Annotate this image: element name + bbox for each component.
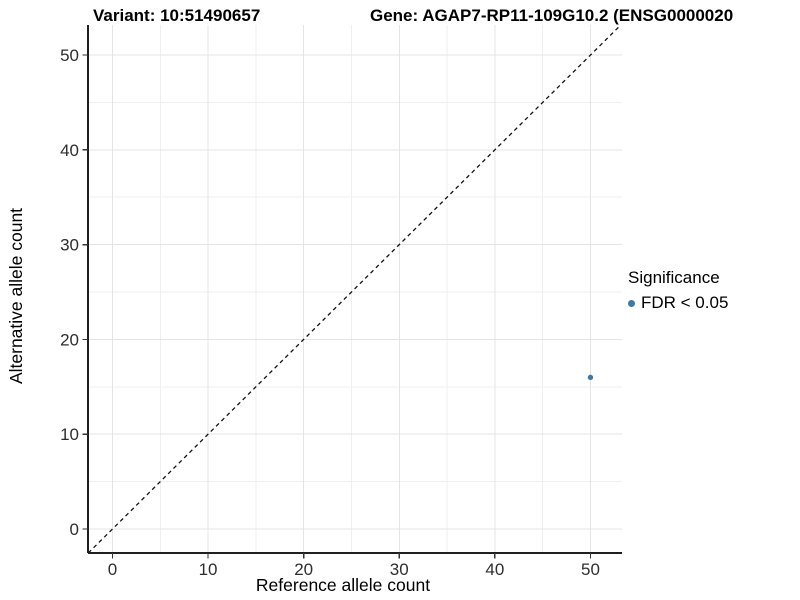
legend-item: FDR < 0.05 (628, 293, 728, 313)
variant-title: Variant: 10:51490657 (93, 6, 261, 25)
legend-title: Significance (628, 268, 720, 287)
x-tick-label-50: 50 (581, 560, 600, 579)
legend-item-label: FDR < 0.05 (641, 293, 729, 312)
x-tick-label-40: 40 (485, 560, 504, 579)
y-axis-title: Alternative allele count (6, 208, 26, 384)
plot-panel: 0 10 20 30 40 50 0 10 20 30 40 50 Reference allele c… (6, 24, 622, 595)
y-tick-label-20: 20 (60, 330, 79, 349)
y-tick-label-10: 10 (60, 425, 79, 444)
x-axis-title: Reference allele count (256, 575, 430, 595)
x-tick-label-30: 30 (390, 560, 409, 579)
x-tick-label-10: 10 (199, 560, 218, 579)
legend: Significance FDR < 0.05 (628, 268, 728, 313)
y-tick-label-40: 40 (60, 141, 79, 160)
scatter-plot: 0 10 20 30 40 50 0 10 20 30 40 50 Reference allele c… (6, 24, 622, 595)
gene-title: Gene: AGAP7-RP11-109G10.2 (ENSG0000020 (370, 6, 734, 25)
legend-dot-icon (628, 299, 635, 307)
x-tick-label-0: 0 (108, 560, 117, 579)
y-tick-label-30: 30 (60, 236, 79, 255)
y-tick-label-0: 0 (70, 520, 79, 539)
data-point (587, 374, 594, 381)
identity-line (87, 24, 622, 554)
y-tick-label-50: 50 (60, 46, 79, 65)
x-tick-label-20: 20 (294, 560, 313, 579)
